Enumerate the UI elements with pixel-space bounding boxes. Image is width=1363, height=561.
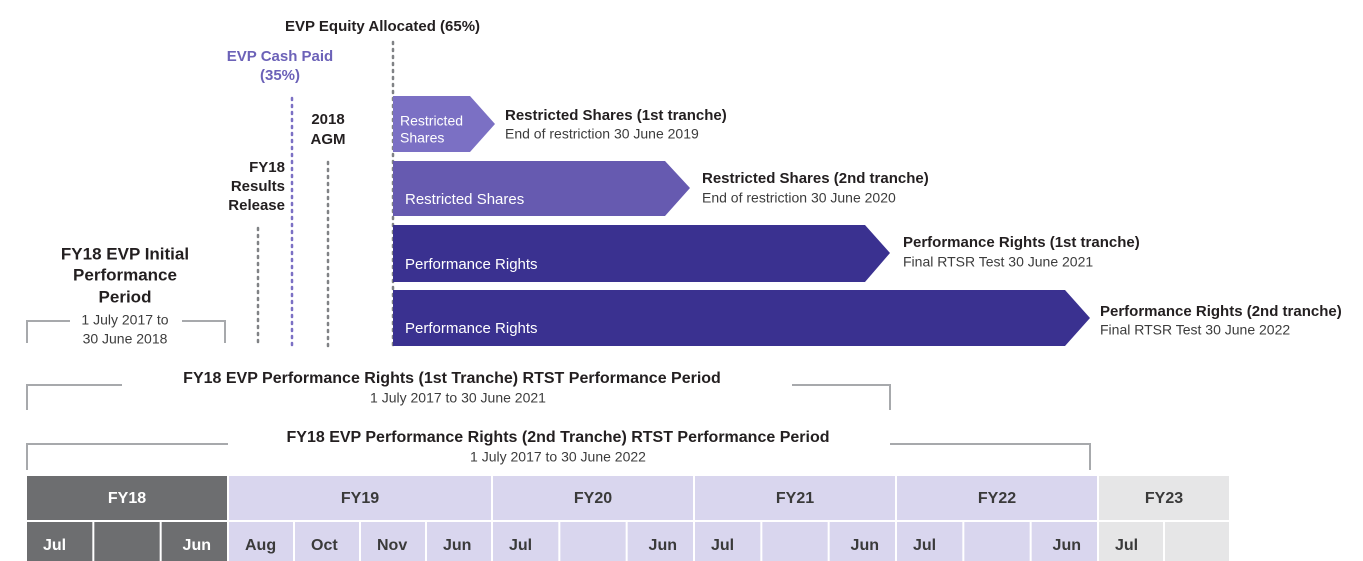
year-label: FY20 [574, 490, 612, 507]
timeline: FY18 Jul Jun FY19 Aug Oct Nov Jun FY20 Jul Jun FY21… [27, 476, 1229, 561]
bar [393, 161, 690, 216]
bar-sub: End of restriction 30 June 2019 [505, 126, 699, 142]
bar-title: Performance Rights (1st tranche) [903, 234, 1140, 251]
month-label: Jul [711, 537, 734, 554]
bar-label: Performance Rights [405, 320, 538, 337]
month-cell [94, 522, 160, 561]
year-cell [229, 476, 491, 520]
bar [393, 290, 1090, 346]
bar-title: Performance Rights (2nd tranche) [1100, 303, 1342, 320]
bar [393, 96, 495, 152]
year-cell [695, 476, 895, 520]
month-label: Jul [913, 537, 936, 554]
month-label: Jun [649, 537, 677, 554]
initial-title: FY18 EVP Initial [61, 244, 189, 263]
bracket-sub: 1 July 2017 to 30 June 2022 [470, 449, 646, 465]
year-label: FY19 [341, 490, 379, 507]
bar-label: Performance Rights [405, 256, 538, 273]
bar-sub: Final RTSR Test 30 June 2022 [1100, 322, 1290, 338]
month-cell [161, 522, 227, 561]
month-label: Nov [377, 537, 407, 554]
bracket [26, 320, 226, 343]
year-cell [27, 476, 227, 520]
year-cell [493, 476, 693, 520]
month-cell [229, 522, 293, 561]
initial-sub: 30 June 2018 [83, 331, 168, 347]
bar-title: Restricted Shares (2nd tranche) [702, 170, 929, 187]
month-cell [964, 522, 1030, 561]
bar-title: Restricted Shares (1st tranche) [505, 107, 727, 124]
bar-sub: Final RTSR Test 30 June 2021 [903, 254, 1093, 270]
bracket-title: FY18 EVP Performance Rights (1st Tranche… [183, 370, 721, 387]
month-cell [829, 522, 895, 561]
month-label: Jun [1053, 537, 1081, 554]
cash-label: (35%) [260, 67, 300, 84]
equity-label: EVP Equity Allocated (65%) [285, 18, 480, 35]
month-cell [560, 522, 626, 561]
bar-label: Restricted [400, 113, 463, 129]
month-label: Jul [43, 537, 66, 554]
initial-title: Period [99, 287, 152, 306]
month-label: Jun [851, 537, 879, 554]
year-label: FY22 [978, 490, 1016, 507]
results-label: Release [228, 197, 285, 214]
month-cell [361, 522, 425, 561]
month-cell [27, 522, 93, 561]
cash-label: EVP Cash Paid [227, 48, 333, 65]
month-cell [762, 522, 828, 561]
month-cell [1031, 522, 1097, 561]
bar-sub: End of restriction 30 June 2020 [702, 190, 896, 206]
month-label: Aug [245, 537, 276, 554]
results-label: FY18 [249, 159, 285, 176]
month-label: Oct [311, 537, 338, 554]
agm-label: AGM [311, 131, 346, 148]
month-cell [695, 522, 761, 561]
month-cell [627, 522, 693, 561]
month-label: Jun [183, 537, 211, 554]
month-cell [493, 522, 559, 561]
year-cell [897, 476, 1097, 520]
month-label: Jul [509, 537, 532, 554]
bar-label: Shares [400, 130, 444, 146]
bracket-title: FY18 EVP Performance Rights (2nd Tranche… [287, 429, 830, 446]
bracket [26, 443, 1091, 470]
initial-sub: 1 July 2017 to [81, 312, 168, 328]
month-cell [427, 522, 491, 561]
bar-label: Restricted Shares [405, 191, 524, 208]
month-cell [1099, 522, 1163, 561]
bracket-sub: 1 July 2017 to 30 June 2021 [370, 390, 546, 406]
month-cell [897, 522, 963, 561]
year-label: FY18 [108, 490, 146, 507]
bracket [26, 384, 891, 410]
bar [393, 225, 890, 282]
month-cell [1165, 522, 1229, 561]
agm-label: 2018 [311, 111, 344, 128]
year-label: FY23 [1145, 490, 1183, 507]
year-label: FY21 [776, 490, 814, 507]
year-cell [1099, 476, 1229, 520]
initial-title: Performance [73, 265, 177, 284]
results-label: Results [231, 178, 285, 195]
month-label: Jun [443, 537, 471, 554]
month-label: Jul [1115, 537, 1138, 554]
month-cell [295, 522, 359, 561]
